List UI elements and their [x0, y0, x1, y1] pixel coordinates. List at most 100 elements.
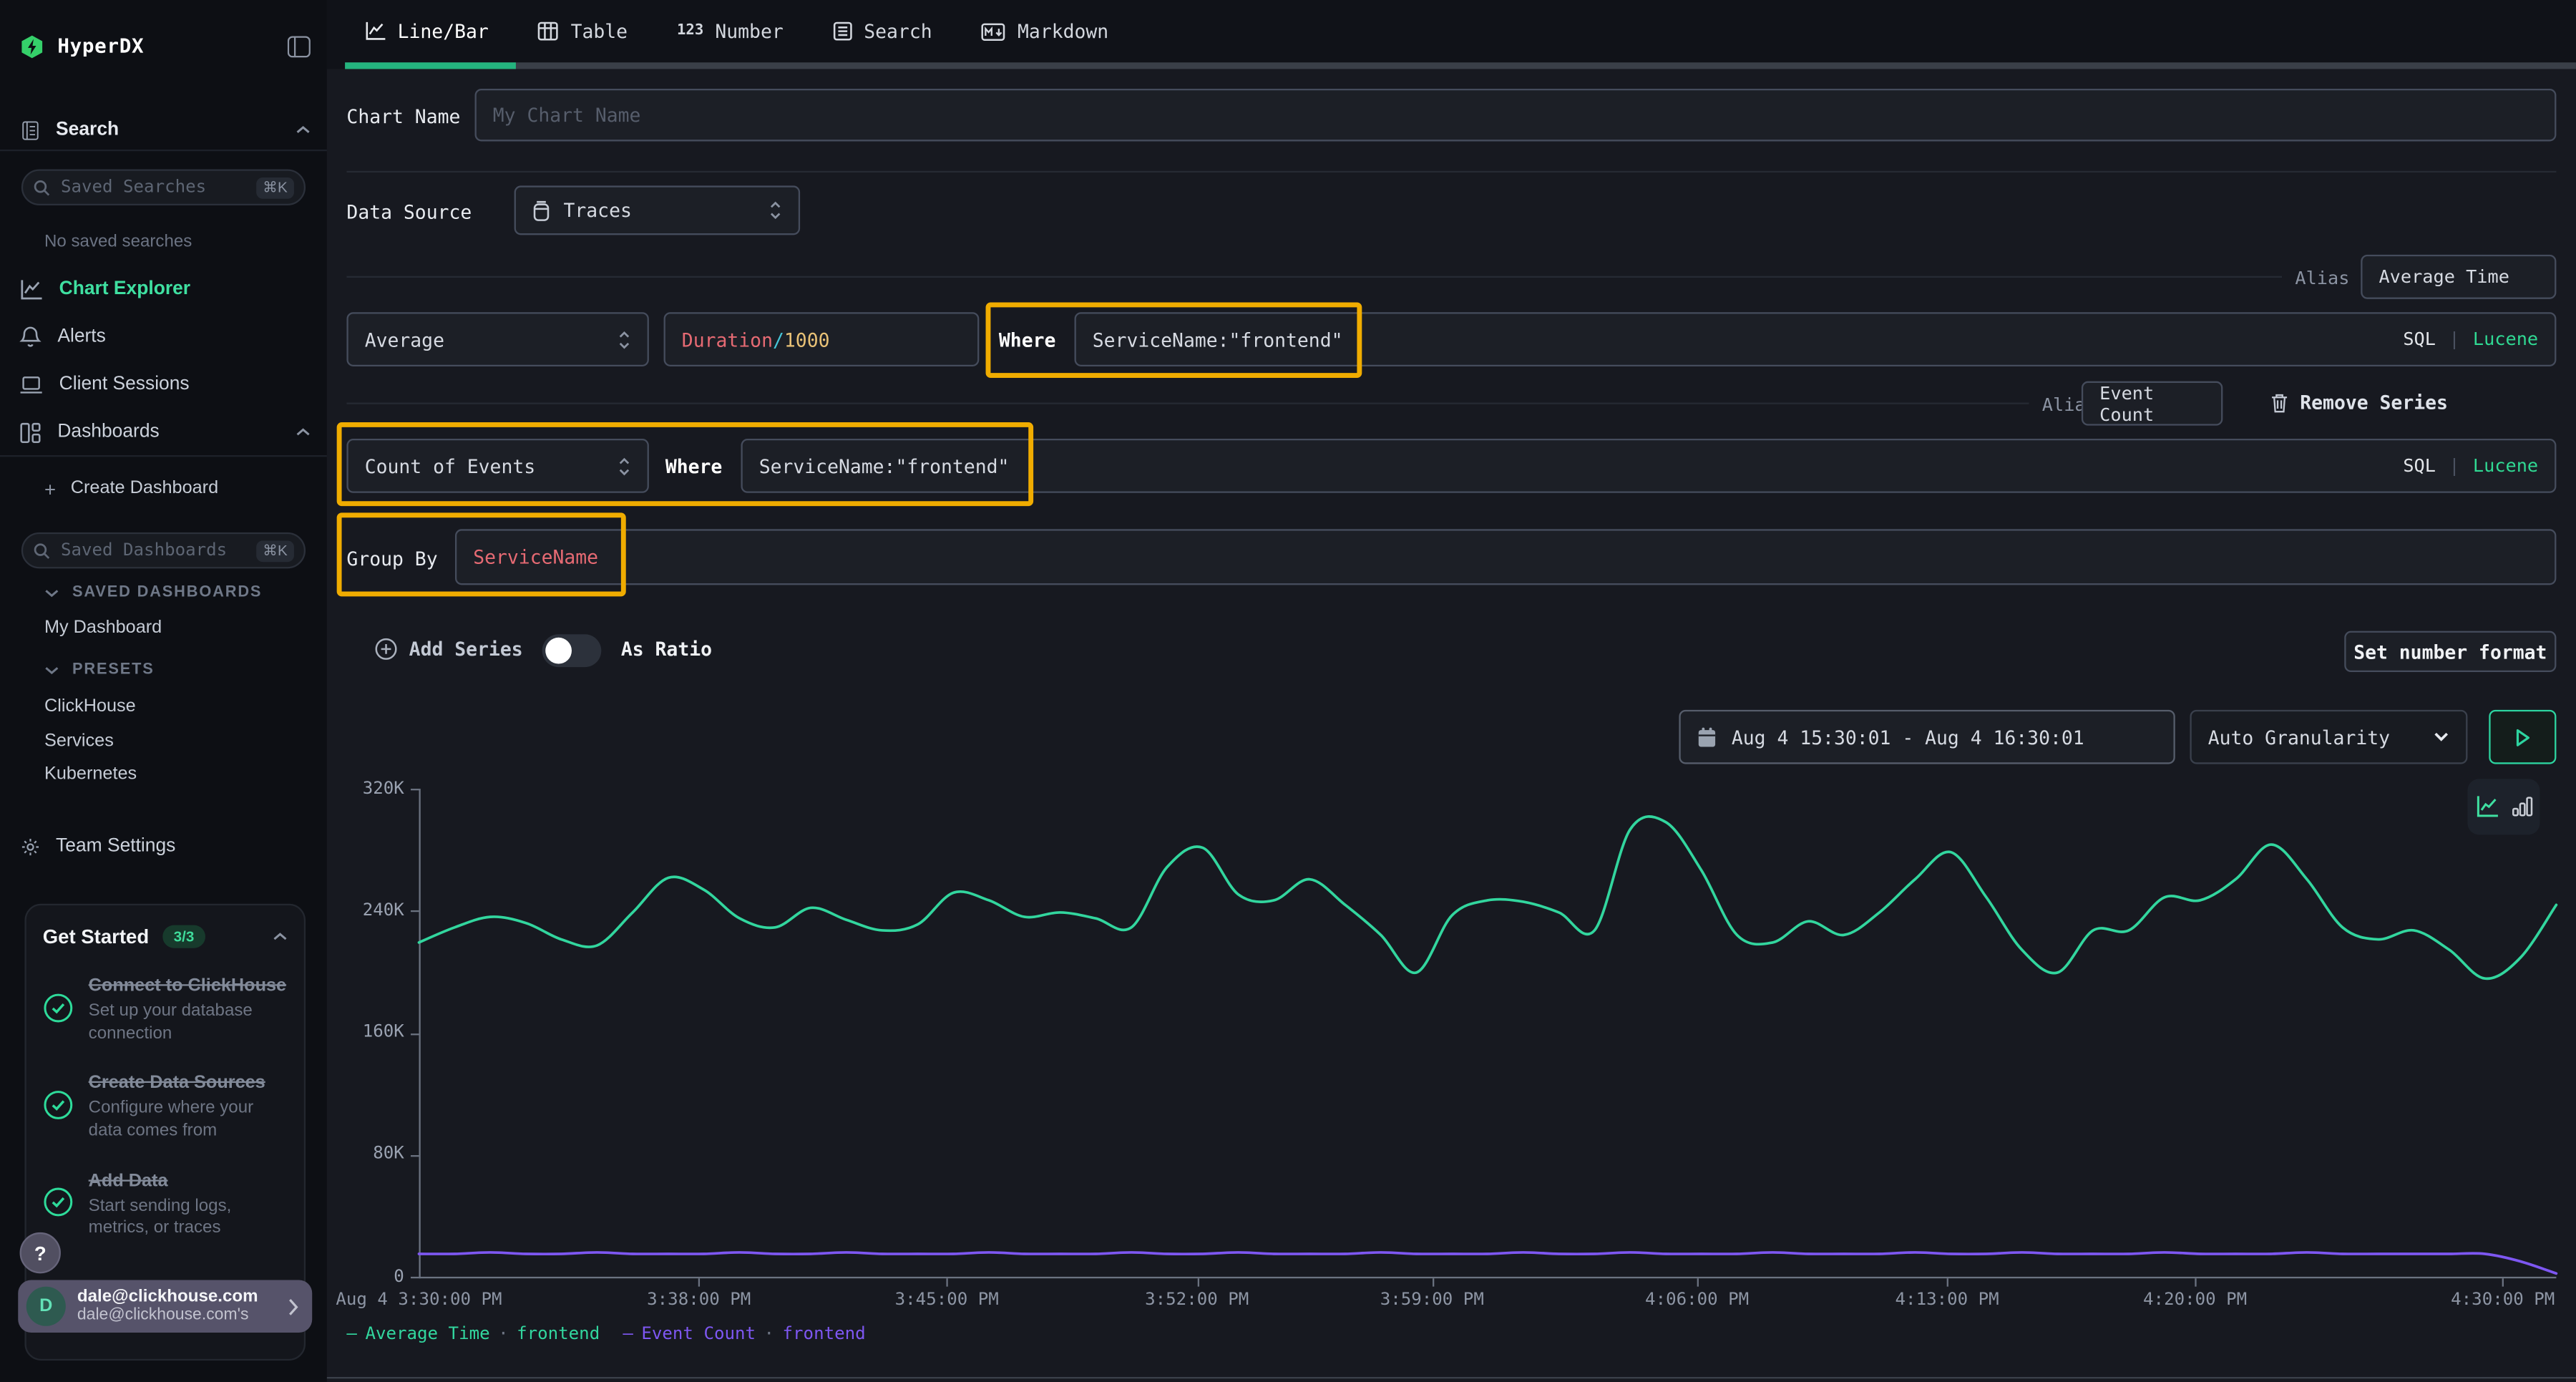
saved-dashboards-header[interactable]: SAVED DASHBOARDS [44, 583, 262, 601]
set-number-format-button[interactable]: Set number format [2344, 631, 2557, 673]
create-dashboard-label: Create Dashboard [70, 478, 219, 498]
tab-search[interactable]: Search [833, 20, 932, 43]
saved-dashboards-placeholder: Saved Dashboards [60, 540, 228, 560]
x-tick-label: 3:45:00 PM [894, 1290, 999, 1310]
team-settings-label: Team Settings [56, 836, 176, 857]
123-icon: 123 [676, 23, 704, 40]
y-tick-label: 0 [394, 1265, 404, 1286]
series2-alias-input[interactable]: Event Count [2081, 381, 2223, 426]
y-tick-mark [410, 910, 419, 913]
sidebar-item-team-settings[interactable]: Team Settings [20, 829, 311, 862]
journal-icon [22, 120, 39, 140]
y-tick-mark [410, 1276, 419, 1279]
legend-item-average-time[interactable]: — Average Time · frontend [346, 1324, 600, 1344]
chart-display-toggle[interactable] [2467, 779, 2540, 835]
line-chart-icon [21, 279, 42, 299]
time-range-input[interactable]: Aug 4 15:30:01 - Aug 4 16:30:01 [1679, 709, 2175, 764]
create-dashboard-button[interactable]: + Create Dashboard [44, 478, 218, 501]
series1-field-input[interactable]: Duration/1000 [663, 312, 980, 366]
granularity-value: Auto Granularity [2207, 725, 2391, 749]
chart-name-placeholder: My Chart Name [492, 103, 641, 127]
sidebar-section-search[interactable]: Search [20, 113, 311, 146]
get-started-item-title: Add Data [88, 1170, 168, 1191]
data-source-select[interactable]: Traces [514, 185, 801, 235]
mode-divider: | [2449, 329, 2460, 351]
tab-markdown[interactable]: Markdown [982, 20, 1108, 43]
get-started-item[interactable]: Create Data Sources Configure where your … [43, 1067, 288, 1143]
select-chevrons-icon [618, 456, 630, 476]
sql-mode-button[interactable]: SQL [2403, 454, 2436, 477]
get-started-item[interactable]: Add Data Start sending logs, metrics, or … [43, 1164, 288, 1240]
legend-scope: frontend [782, 1324, 866, 1345]
legend-item-event-count[interactable]: — Event Count · frontend [623, 1324, 865, 1344]
user-account-chip[interactable]: D dale@clickhouse.com dale@clickhouse.co… [18, 1280, 313, 1333]
x-tick-label: 4:06:00 PM [1645, 1290, 1750, 1310]
sidebar-item-services[interactable]: Services [44, 731, 114, 751]
select-chevrons-icon [618, 329, 630, 349]
get-started-item[interactable]: Connect to ClickHouse Set up your databas… [43, 970, 288, 1046]
series2-where-label: Where [665, 454, 723, 479]
chevron-down-icon [2433, 731, 2449, 743]
granularity-select[interactable]: Auto Granularity [2190, 709, 2468, 764]
get-started-item-title: Create Data Sources [88, 1073, 265, 1094]
sql-mode-button[interactable]: SQL [2403, 329, 2436, 351]
help-button[interactable]: ? [19, 1232, 61, 1274]
chevron-up-icon [296, 427, 311, 437]
tab-number[interactable]: 123 Number [677, 20, 784, 43]
legend-swatch: — [623, 1324, 633, 1345]
gear-icon [21, 837, 39, 855]
data-source-label: Data Source [346, 200, 472, 224]
select-chevrons-icon [769, 200, 781, 220]
timeseries-chart[interactable]: 0 80K 160K 240K 320K Aug 4 3:30:00 PM 3:38:00… [327, 778, 2576, 1364]
saved-searches-input[interactable]: Saved Searches ⌘K [21, 169, 306, 205]
tab-underline-track [345, 62, 2576, 69]
sidebar-divider [0, 454, 327, 457]
sidebar-item-alerts[interactable]: Alerts [19, 321, 311, 354]
remove-series-label: Remove Series [2300, 391, 2448, 414]
y-tick-label: 240K [362, 900, 404, 920]
x-tick-mark [2502, 1278, 2505, 1287]
sidebar-item-client-sessions[interactable]: Client Sessions [20, 368, 311, 401]
trash-icon [2272, 393, 2288, 412]
x-tick-label: 3:38:00 PM [647, 1290, 751, 1310]
sidebar-item-chart-explorer[interactable]: Chart Explorer [20, 273, 311, 306]
run-query-button[interactable] [2489, 709, 2557, 764]
bottom-divider [326, 1376, 2576, 1379]
presets-header[interactable]: PRESETS [44, 661, 155, 678]
remove-series-button[interactable]: Remove Series [2270, 391, 2448, 414]
tab-table[interactable]: Table [538, 20, 628, 43]
series1-aggregation-select[interactable]: Average [346, 312, 649, 366]
legend-label: Average Time [365, 1324, 490, 1345]
as-ratio-toggle[interactable] [542, 634, 602, 668]
sidebar-item-my-dashboard[interactable]: My Dashboard [44, 618, 162, 638]
saved-dashboards-input[interactable]: Saved Dashboards ⌘K [21, 532, 306, 569]
legend-separator: · [763, 1324, 775, 1345]
y-tick-label: 320K [362, 778, 404, 798]
chart-name-input[interactable]: My Chart Name [474, 88, 2557, 142]
series2-where-input[interactable]: ServiceName:"frontend" SQL | Lucene [741, 439, 2557, 493]
sidebar-collapse-icon[interactable] [287, 35, 311, 57]
series2-aggregation-select[interactable]: Count of Events [346, 439, 649, 493]
tab-label: Number [715, 19, 784, 43]
sidebar-divider [0, 149, 327, 152]
chevron-up-icon[interactable] [273, 932, 288, 942]
lucene-mode-button[interactable]: Lucene [2472, 454, 2539, 477]
get-started-progress-badge: 3/3 [162, 925, 206, 948]
tab-label: Table [570, 19, 628, 43]
series1-alias-input[interactable]: Average Time [2361, 254, 2557, 299]
sidebar-item-kubernetes[interactable]: Kubernetes [44, 764, 137, 784]
series1-where-input[interactable]: ServiceName:"frontend" SQL | Lucene [1074, 312, 2557, 366]
check-circle-icon [44, 1090, 73, 1119]
sidebar-item-dashboards[interactable]: Dashboards [20, 416, 311, 449]
add-series-button[interactable]: Add Series [374, 638, 523, 661]
series-divider [346, 402, 2029, 404]
tab-label: Search [864, 19, 932, 43]
y-tick-label: 80K [373, 1144, 404, 1164]
shortcut-badge: ⌘K [256, 176, 294, 198]
bell-icon [19, 326, 42, 347]
group-by-input[interactable]: ServiceName [454, 529, 2557, 585]
tab-line-bar[interactable]: Line/Bar [365, 20, 489, 43]
sidebar-item-clickhouse[interactable]: ClickHouse [44, 696, 136, 717]
lucene-mode-button[interactable]: Lucene [2472, 329, 2539, 351]
